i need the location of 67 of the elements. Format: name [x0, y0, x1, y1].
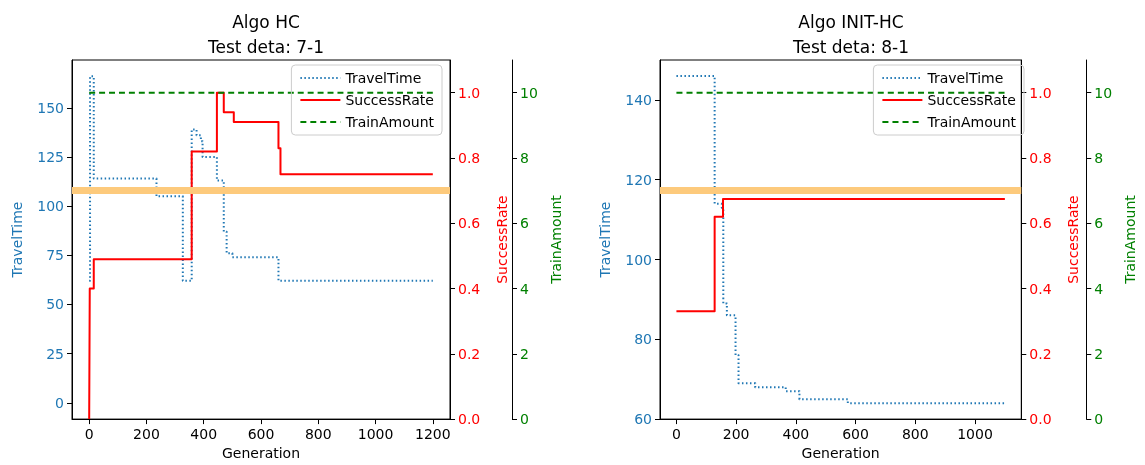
x-tick-label: 200	[722, 426, 750, 443]
y3-tick-label: 8	[520, 149, 529, 166]
y2-tick-label: 0.0	[1029, 411, 1052, 428]
legend-label: TravelTime	[926, 70, 1004, 86]
x-tick-label: 1000	[957, 426, 993, 443]
chart-title: Algo HC	[232, 11, 300, 32]
y-tick-label: 150	[37, 99, 64, 116]
x-tick-label: 600	[842, 426, 869, 443]
y-tick-label: 100	[37, 198, 64, 215]
y-tick-label: 50	[46, 296, 64, 313]
x-tick-label: 400	[190, 426, 218, 443]
y3-tick-label: 10	[1094, 84, 1113, 101]
y2-tick-label: 0.4	[458, 280, 481, 297]
legend-label: SuccessRate	[927, 92, 1016, 108]
y2-tick-label: 0.6	[458, 215, 481, 232]
y3-tick-label: 2	[520, 345, 529, 362]
y2-tick-label: 1.0	[1029, 84, 1052, 101]
y2-tick-label: 0.4	[1029, 280, 1052, 297]
x-tick-label: 0	[671, 426, 681, 443]
legend-label: TrainAmount	[926, 114, 1017, 130]
y3-axis-title: TrainAmount	[547, 194, 564, 285]
y3-tick-label: 4	[520, 280, 529, 297]
y3-tick-label: 10	[520, 84, 538, 101]
x-tick-label: 800	[304, 426, 332, 443]
y-axis-title: TravelTime	[9, 201, 25, 279]
x-tick-label: 800	[901, 426, 929, 443]
y3-tick-label: 2	[1094, 345, 1104, 362]
y2-tick-label: 0.8	[458, 149, 481, 166]
y-tick-label: 80	[634, 331, 652, 348]
chart-subtitle: Test deta: 7-1	[206, 36, 325, 57]
y-tick-label: 125	[37, 148, 64, 165]
y-tick-label: 140	[625, 91, 652, 108]
x-tick-label: 400	[782, 426, 810, 443]
x-tick-label: 1000	[357, 426, 394, 443]
y-axis-title: TravelTime	[597, 201, 613, 279]
x-tick-label: 0	[84, 426, 94, 443]
y2-tick-label: 0.8	[1029, 149, 1052, 166]
y3-tick-label: 0	[1094, 411, 1104, 428]
x-tick-label: 600	[247, 426, 275, 443]
y-tick-label: 100	[625, 251, 652, 268]
y2-tick-label: 0.2	[1029, 345, 1052, 362]
y-tick-label: 0	[55, 394, 64, 411]
legend-label: SuccessRate	[345, 92, 434, 108]
y3-tick-label: 6	[520, 215, 529, 232]
x-tick-label: 1200	[415, 426, 451, 443]
chart-title: Algo INIT-HC	[798, 11, 904, 32]
y3-tick-label: 4	[1094, 280, 1104, 297]
y2-tick-label: 0.2	[458, 345, 481, 362]
y2-tick-label: 1.0	[458, 84, 481, 101]
y3-tick-label: 0	[520, 411, 529, 428]
y3-axis-title: TrainAmount	[1122, 194, 1138, 285]
legend-label: TrainAmount	[344, 114, 435, 130]
x-axis-title: Generation	[801, 445, 880, 461]
legend-label: TravelTime	[344, 70, 422, 86]
x-tick-label: 200	[133, 426, 160, 443]
x-axis-title: Generation	[221, 445, 301, 461]
y2-axis-title: SuccessRate	[494, 195, 510, 284]
y-tick-label: 120	[625, 171, 652, 188]
y3-tick-label: 8	[1094, 149, 1104, 166]
y-tick-label: 25	[46, 345, 64, 362]
y2-axis-title: SuccessRate	[1065, 195, 1082, 284]
chart-subtitle: Test deta: 8-1	[791, 36, 910, 57]
y3-tick-label: 6	[1094, 215, 1104, 232]
y-tick-label: 75	[46, 247, 64, 264]
y2-tick-label: 0.6	[1029, 215, 1052, 232]
y2-tick-label: 0.0	[458, 411, 481, 428]
y-tick-label: 60	[634, 411, 652, 428]
